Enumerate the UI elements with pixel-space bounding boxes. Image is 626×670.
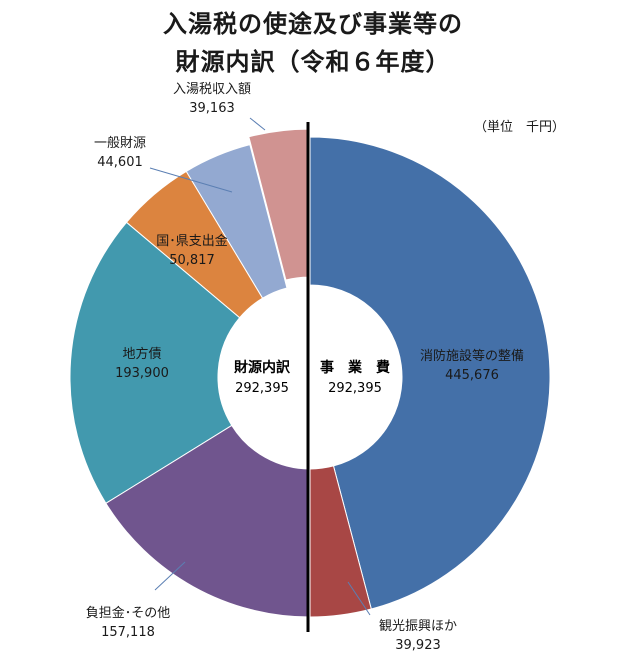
center-right-title: 事 業 費 — [320, 359, 390, 376]
leader-funding-0 — [249, 117, 266, 131]
label-funding-2-value: 50,817 — [169, 253, 215, 268]
leader-funding-4 — [154, 561, 186, 591]
center-left-value: 292,395 — [235, 381, 289, 396]
label-funding-1-value: 44,601 — [97, 155, 143, 170]
label-funding-3-value: 193,900 — [115, 366, 169, 381]
label-funding-2-name: 国･県支出金 — [156, 233, 228, 249]
label-project-0-name: 消防施設等の整備 — [420, 348, 524, 364]
center-left-title: 財源内訳 — [233, 359, 291, 376]
center-right-value: 292,395 — [328, 381, 382, 396]
label-project-1-value: 39,923 — [395, 638, 441, 653]
chart-title-line-1: 入湯税の使途及び事業等の — [163, 10, 463, 38]
chart-title-line-2: 財源内訳（令和６年度） — [175, 48, 451, 76]
label-funding-4-value: 157,118 — [101, 625, 155, 640]
label-funding-0-value: 39,163 — [189, 101, 235, 116]
leader-project-1 — [347, 581, 371, 616]
label-funding-3-name: 地方債 — [122, 346, 161, 362]
unit-note: （単位 千円） — [474, 120, 566, 135]
leader-lines — [149, 117, 371, 616]
label-project-1-name: 観光振興ほか — [379, 619, 457, 634]
label-funding-0-name: 入湯税収入額 — [173, 82, 251, 97]
label-funding-4-name: 負担金･その他 — [86, 605, 171, 621]
center-hole — [218, 285, 402, 469]
leader-funding-1 — [149, 167, 233, 193]
slice-labels: 入湯税収入額 39,163 一般財源 44,601 国･県支出金 50,817 地方債 193… — [86, 82, 524, 653]
chart-slices — [69, 128, 551, 618]
label-funding-1-name: 一般財源 — [94, 135, 146, 151]
label-project-0-value: 445,676 — [445, 368, 499, 383]
